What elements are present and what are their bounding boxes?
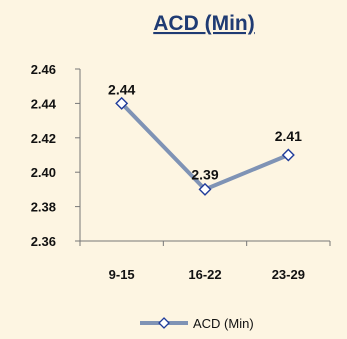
data-labels: 2.44 2.39 2.41 — [108, 81, 302, 182]
y-ticks: 2.36 2.38 2.40 2.42 2.44 2.46 — [31, 62, 80, 249]
data-point — [281, 148, 295, 162]
y-tick-label: 2.40 — [31, 165, 56, 180]
y-tick-label: 2.46 — [31, 62, 56, 77]
data-label: 2.44 — [108, 81, 135, 97]
chart-title: ACD (Min) — [153, 12, 254, 35]
series-group — [115, 96, 295, 196]
y-tick-label: 2.44 — [31, 96, 57, 111]
x-ticks: 9-15 16-22 23-29 — [79, 241, 331, 282]
x-tick-label: 16-22 — [188, 267, 221, 282]
y-tick-label: 2.36 — [31, 234, 56, 249]
legend-marker — [158, 317, 170, 329]
legend-label: ACD (Min) — [193, 316, 254, 331]
data-label: 2.41 — [275, 128, 302, 144]
x-tick-label: 23-29 — [272, 267, 305, 282]
data-label: 2.39 — [191, 166, 218, 182]
x-tick-label: 9-15 — [109, 267, 135, 282]
legend: ACD (Min) — [140, 316, 254, 331]
data-point — [198, 182, 212, 196]
y-tick-label: 2.42 — [31, 131, 56, 146]
data-point — [115, 96, 129, 110]
legend-swatch — [140, 317, 188, 329]
axes — [79, 69, 330, 242]
y-tick-label: 2.38 — [31, 200, 56, 215]
